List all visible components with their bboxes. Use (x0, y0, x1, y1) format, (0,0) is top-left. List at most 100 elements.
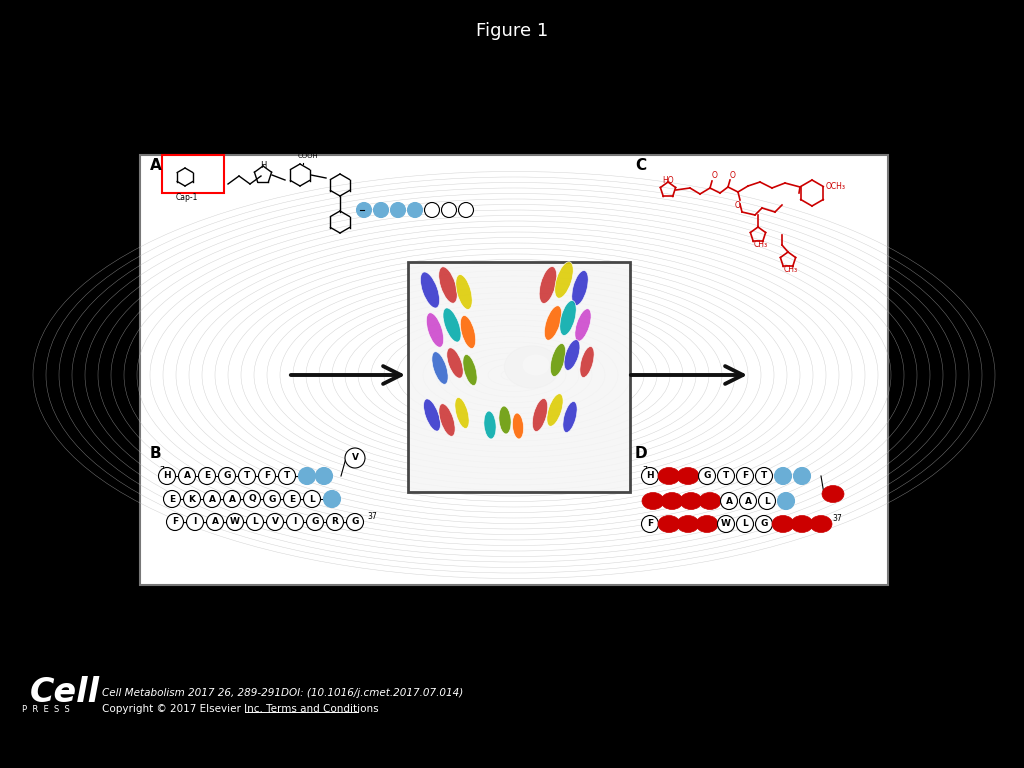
Circle shape (327, 514, 343, 531)
Circle shape (287, 514, 303, 531)
Circle shape (263, 491, 281, 508)
Circle shape (226, 514, 244, 531)
Text: A: A (228, 495, 236, 504)
Circle shape (284, 491, 300, 508)
Text: W: W (230, 518, 240, 527)
Circle shape (186, 514, 204, 531)
Circle shape (164, 491, 180, 508)
Ellipse shape (463, 355, 477, 386)
Text: A: A (209, 495, 215, 504)
Text: OCH₃: OCH₃ (826, 182, 846, 191)
Ellipse shape (424, 399, 440, 431)
Text: O: O (712, 171, 718, 180)
Text: O: O (735, 201, 741, 210)
Text: D: D (635, 446, 647, 461)
Text: C: C (635, 158, 646, 173)
Circle shape (199, 468, 215, 485)
Text: L: L (742, 519, 748, 528)
Circle shape (315, 468, 333, 485)
Ellipse shape (550, 343, 565, 376)
Circle shape (736, 515, 754, 532)
Circle shape (425, 203, 439, 217)
Text: COOH: COOH (298, 153, 318, 159)
Ellipse shape (810, 515, 831, 532)
Ellipse shape (512, 413, 523, 439)
Ellipse shape (555, 262, 573, 298)
Text: G: G (760, 519, 768, 528)
Circle shape (718, 515, 734, 532)
Ellipse shape (421, 272, 439, 308)
Text: R: R (332, 518, 339, 527)
Bar (162, 155, 224, 193)
Text: G: G (351, 518, 358, 527)
Text: A: A (725, 496, 732, 505)
Circle shape (266, 514, 284, 531)
Text: L: L (309, 495, 314, 504)
Text: Copyright © 2017 Elsevier Inc. Terms and Conditions: Copyright © 2017 Elsevier Inc. Terms and… (102, 704, 379, 714)
Bar (408, 262, 630, 492)
Text: W: W (721, 519, 731, 528)
Ellipse shape (455, 398, 469, 429)
Text: G: G (311, 518, 318, 527)
Circle shape (794, 468, 811, 485)
Circle shape (721, 492, 737, 509)
Ellipse shape (545, 306, 562, 340)
Text: 37: 37 (367, 512, 377, 521)
Ellipse shape (580, 346, 594, 378)
Text: F: F (264, 472, 270, 481)
Text: Cell: Cell (30, 676, 100, 709)
Text: L: L (764, 496, 770, 505)
Circle shape (736, 468, 754, 485)
Ellipse shape (677, 468, 699, 485)
Text: V: V (351, 453, 358, 462)
Ellipse shape (574, 309, 591, 341)
Circle shape (247, 514, 263, 531)
Circle shape (390, 203, 406, 217)
Circle shape (258, 468, 275, 485)
Circle shape (167, 514, 183, 531)
Circle shape (374, 203, 388, 217)
Text: CH₃: CH₃ (784, 265, 798, 274)
Circle shape (223, 491, 241, 508)
Text: F: F (647, 519, 653, 528)
Ellipse shape (456, 274, 472, 310)
Circle shape (356, 203, 372, 217)
Text: H: H (260, 161, 266, 170)
Circle shape (279, 468, 296, 485)
Text: F: F (742, 472, 749, 481)
Text: B: B (150, 446, 162, 461)
Text: E: E (289, 495, 295, 504)
Ellipse shape (426, 313, 443, 347)
Ellipse shape (547, 394, 563, 426)
Ellipse shape (532, 399, 548, 432)
Text: I: I (293, 518, 297, 527)
Text: P  R  E  S  S: P R E S S (22, 706, 70, 714)
Ellipse shape (540, 266, 557, 303)
Circle shape (759, 492, 775, 509)
Ellipse shape (791, 515, 813, 532)
Text: Cap-1: Cap-1 (176, 193, 199, 202)
Ellipse shape (772, 515, 794, 532)
Circle shape (345, 448, 365, 468)
Bar (140, 155, 888, 585)
Circle shape (324, 491, 341, 508)
Ellipse shape (699, 492, 721, 509)
Text: E: E (204, 472, 210, 481)
Ellipse shape (443, 308, 461, 342)
Ellipse shape (446, 348, 463, 378)
Circle shape (777, 492, 795, 509)
Text: 7: 7 (642, 466, 647, 475)
Circle shape (441, 203, 457, 217)
Text: H: H (163, 472, 171, 481)
Ellipse shape (439, 404, 455, 436)
Circle shape (641, 515, 658, 532)
Text: H: H (646, 472, 653, 481)
Ellipse shape (642, 492, 664, 509)
Ellipse shape (438, 266, 458, 303)
Text: Q: Q (248, 495, 256, 504)
Circle shape (178, 468, 196, 485)
Text: O: O (730, 171, 736, 180)
Circle shape (306, 514, 324, 531)
Text: CH₃: CH₃ (754, 240, 768, 249)
Text: G: G (703, 472, 711, 481)
